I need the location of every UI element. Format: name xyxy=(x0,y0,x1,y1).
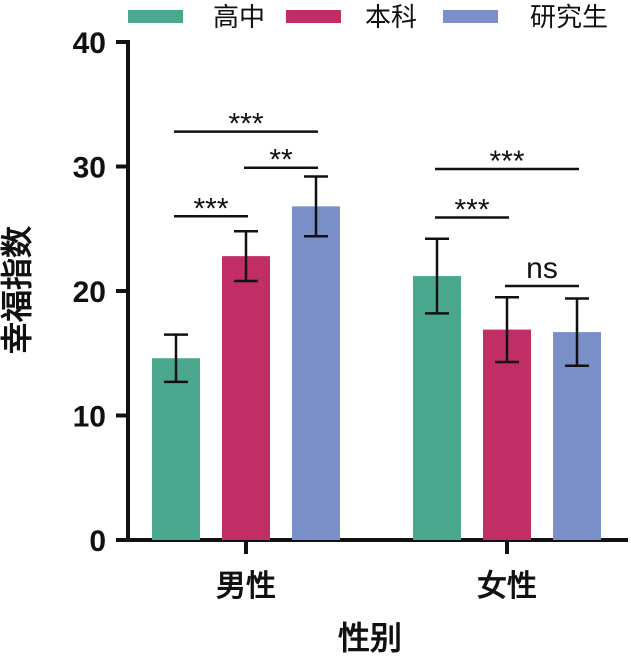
significance-label: ** xyxy=(269,144,293,177)
bar xyxy=(152,358,200,540)
y-tick-label: 30 xyxy=(73,152,106,185)
bar xyxy=(222,256,270,540)
significance-label: *** xyxy=(489,145,524,178)
y-tick-label: 40 xyxy=(73,27,106,60)
y-tick-label: 20 xyxy=(73,276,106,309)
bar xyxy=(413,276,461,540)
significance-label: *** xyxy=(228,108,263,141)
legend-swatch xyxy=(443,10,498,23)
y-axis-title: 幸福指数 xyxy=(0,225,36,354)
significance-label: *** xyxy=(454,194,489,227)
legend-label: 高中 xyxy=(213,3,265,33)
error-bars xyxy=(164,175,589,384)
x-axis-title: 性别 xyxy=(338,619,402,657)
x-tick-label: 女性 xyxy=(477,569,537,604)
bars xyxy=(152,206,601,540)
x-tick-label: 男性 xyxy=(216,569,276,604)
y-axis: 0 10 20 30 40 xyxy=(73,27,130,558)
bar xyxy=(292,206,340,540)
bar xyxy=(483,329,531,540)
significance-annotations: ***********ns*** xyxy=(174,108,579,288)
y-tick-label: 10 xyxy=(73,401,106,434)
significance-label: *** xyxy=(193,192,228,225)
legend-swatch xyxy=(128,10,183,23)
legend-label: 研究生 xyxy=(530,3,608,33)
x-axis: 男性 女性 xyxy=(126,538,628,604)
legend-label: 本科 xyxy=(365,3,417,33)
legend: 高中 本科 研究生 xyxy=(128,3,608,33)
significance-label: ns xyxy=(526,252,558,285)
legend-swatch xyxy=(286,10,341,23)
y-tick-label: 0 xyxy=(89,525,106,558)
